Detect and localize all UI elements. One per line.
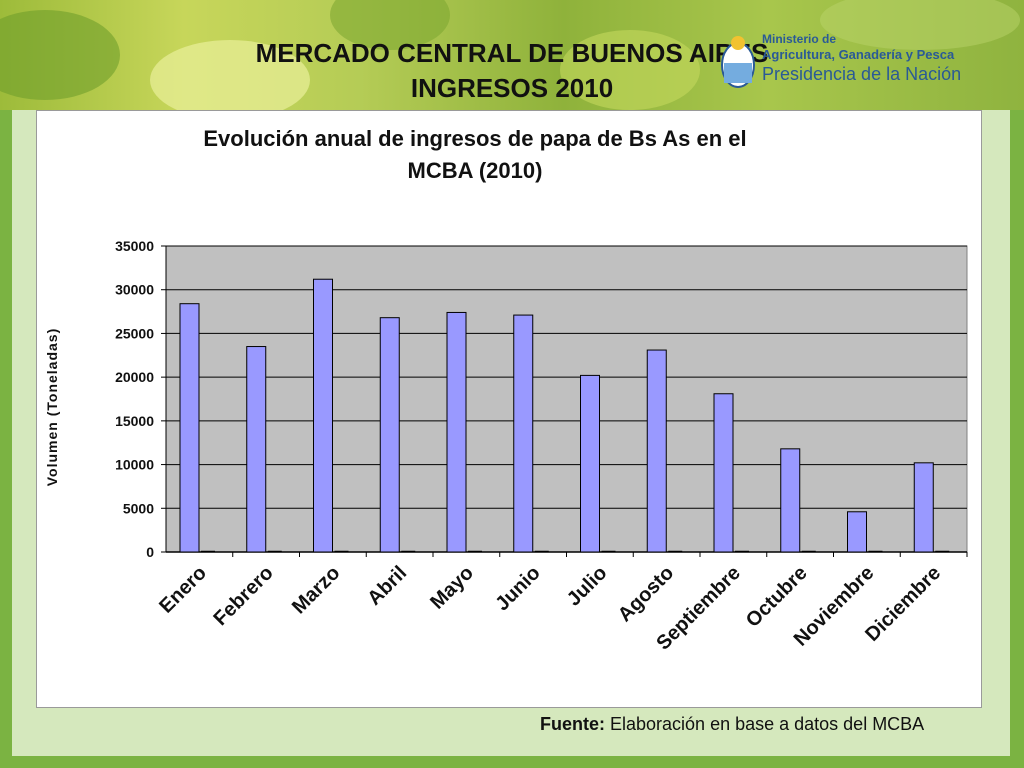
y-tick-label: 0	[146, 544, 154, 560]
header-banner	[0, 0, 1024, 110]
bar-noviembre	[847, 511, 867, 553]
y-tick-label: 5000	[123, 500, 154, 516]
bar-junio	[513, 314, 534, 553]
x-tick-label: Enero	[155, 562, 211, 618]
ministry-logo: Ministerio de Agricultura, Ganadería y P…	[718, 28, 978, 98]
page-title: MERCADO CENTRAL DE BUENOS AIRES	[255, 38, 769, 68]
bar-enero	[179, 303, 200, 553]
y-tick-label: 20000	[115, 369, 154, 385]
logo-line-2: Agricultura, Ganadería y Pesca	[762, 47, 955, 62]
bar-febrero	[246, 346, 267, 553]
logo-line-3: Presidencia de la Nación	[762, 64, 962, 84]
bar-agosto	[646, 349, 667, 553]
bar-octubre	[780, 448, 801, 553]
x-tick-label: Julio	[563, 562, 612, 611]
y-tick-label: 10000	[115, 457, 154, 473]
y-tick-label: 15000	[115, 413, 154, 429]
chart-title: Evolución anual de ingresos de papa de B…	[203, 126, 747, 151]
banner-decoration	[820, 0, 1020, 50]
y-tick-label: 25000	[115, 325, 154, 341]
bar-mayo	[446, 311, 467, 553]
x-tick-label: Octubre	[742, 562, 812, 632]
plot-area	[165, 245, 968, 553]
source-text: Elaboración en base a datos del MCBA	[605, 714, 925, 734]
bar-diciembre	[913, 462, 934, 553]
y-axis-label: Volumen (Toneladas)	[44, 328, 60, 487]
chart-title-line-2: MCBA (2010)	[407, 158, 543, 183]
banner-decoration	[0, 10, 120, 100]
source-label: Fuente:	[540, 714, 605, 734]
x-tick-label: Junio	[491, 562, 544, 615]
coat-of-arms-icon	[721, 36, 755, 88]
source-note: Fuente: Elaboración en base a datos del …	[540, 714, 924, 735]
x-tick-label: Marzo	[288, 562, 344, 618]
bar-marzo	[313, 278, 333, 553]
x-tick-label: Agosto	[614, 562, 678, 626]
bar-septiembre	[713, 393, 734, 553]
y-tick-label: 30000	[115, 282, 154, 298]
y-tick-label: 35000	[115, 238, 154, 254]
bar-julio	[580, 374, 600, 553]
bar-abril	[379, 317, 400, 553]
logo-line-1: Ministerio de	[762, 32, 837, 46]
x-tick-label: Abril	[363, 562, 411, 610]
x-tick-label: Mayo	[426, 562, 478, 614]
banner-decoration	[150, 40, 310, 110]
x-tick-label: Febrero	[209, 562, 277, 630]
banner-decoration	[560, 30, 700, 110]
page-subtitle: INGRESOS 2010	[410, 73, 614, 103]
